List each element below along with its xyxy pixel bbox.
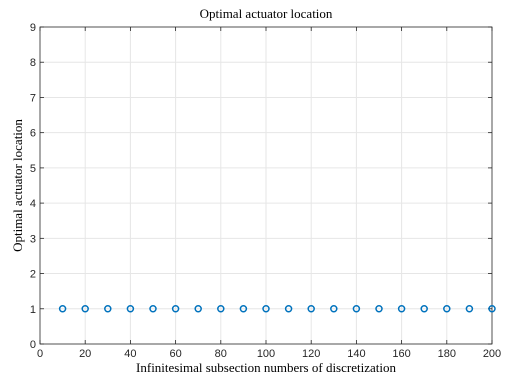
y-tick-label: 2 xyxy=(30,269,36,281)
y-tick-label: 8 xyxy=(30,57,36,69)
x-tick-label: 140 xyxy=(347,348,365,360)
data-point xyxy=(104,305,112,313)
x-tick-label: 0 xyxy=(37,348,43,360)
data-point xyxy=(397,305,406,313)
data-point xyxy=(171,305,180,313)
x-tick-label: 200 xyxy=(483,348,501,360)
data-points xyxy=(58,305,496,313)
y-tick-label: 6 xyxy=(30,128,36,140)
chart-title: Optimal actuator location xyxy=(200,6,333,21)
x-tick-label: 60 xyxy=(169,348,181,360)
x-tick-label: 20 xyxy=(79,348,91,360)
y-tick-label: 1 xyxy=(30,304,36,316)
data-point xyxy=(58,305,67,313)
data-point xyxy=(330,305,338,313)
data-point xyxy=(262,305,270,313)
x-tick-label: 160 xyxy=(392,348,410,360)
data-point xyxy=(217,305,225,313)
data-point xyxy=(284,305,293,313)
data-point xyxy=(375,305,383,313)
data-point xyxy=(194,305,202,313)
y-tick-label: 5 xyxy=(30,163,36,175)
x-tick-label: 40 xyxy=(124,348,136,360)
y-tick-label: 4 xyxy=(30,198,36,210)
data-point xyxy=(239,305,248,313)
x-axis-title: Infinitesimal subsection numbers of disc… xyxy=(136,360,396,375)
grid xyxy=(40,27,492,344)
y-tick-label: 7 xyxy=(30,92,36,104)
data-point xyxy=(307,305,315,313)
data-point xyxy=(443,305,451,313)
x-tick-label: 120 xyxy=(302,348,320,360)
y-tick-label: 9 xyxy=(30,22,36,34)
x-tick-label: 80 xyxy=(215,348,227,360)
data-point xyxy=(420,305,428,313)
data-point xyxy=(149,305,157,313)
axis-ticks: 0 20 40 60 80 100 120 140 160 180 200 0 1 2 3 4 5 6 7 8 9 xyxy=(30,22,501,360)
y-tick-label: 0 xyxy=(30,339,36,351)
data-point xyxy=(81,305,89,313)
x-tick-label: 100 xyxy=(257,348,275,360)
data-point xyxy=(352,305,361,313)
x-tick-label: 180 xyxy=(438,348,456,360)
data-point xyxy=(465,305,474,313)
y-axis-title: Optimal actuator location xyxy=(10,119,25,252)
y-tick-label: 3 xyxy=(30,233,36,245)
data-point xyxy=(488,305,496,313)
data-point xyxy=(126,305,135,313)
